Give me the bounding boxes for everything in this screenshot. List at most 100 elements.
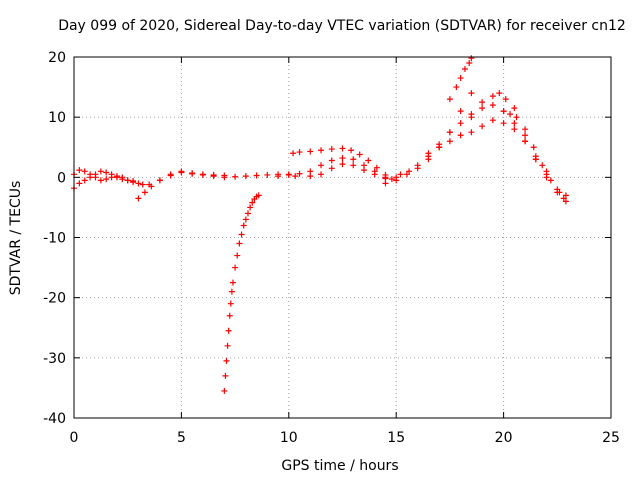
data-point xyxy=(479,105,486,112)
data-point xyxy=(479,99,486,106)
data-point xyxy=(339,161,346,168)
data-point xyxy=(350,156,357,163)
data-point xyxy=(522,126,529,133)
data-point xyxy=(414,162,421,169)
data-point xyxy=(382,180,389,187)
data-point xyxy=(403,171,410,178)
series-arc-7 xyxy=(290,145,395,183)
data-point xyxy=(468,90,475,97)
axis-ticks: 0 5 10 15 20 25 -40 -30 -20 -10 0 10 20 xyxy=(43,50,620,446)
data-point xyxy=(466,60,473,67)
data-point xyxy=(457,132,464,139)
data-point xyxy=(232,264,239,271)
data-point xyxy=(296,149,303,156)
y-tick-label: -20 xyxy=(43,291,66,307)
data-point xyxy=(532,153,539,160)
data-point xyxy=(227,300,234,307)
data-point xyxy=(436,144,443,151)
data-point xyxy=(97,168,104,175)
grid xyxy=(74,57,611,418)
data-point xyxy=(468,129,475,136)
data-point xyxy=(255,192,262,199)
data-point xyxy=(244,210,251,217)
data-point xyxy=(496,90,503,97)
series-arc-2 xyxy=(71,168,137,192)
x-axis-label: GPS time / hours xyxy=(281,458,398,474)
data-point xyxy=(500,120,507,127)
data-point xyxy=(156,177,163,184)
data-point xyxy=(292,173,299,180)
data-point xyxy=(339,145,346,152)
data-point xyxy=(318,147,325,154)
data-point xyxy=(234,252,241,259)
data-point xyxy=(178,168,185,175)
data-point xyxy=(425,150,432,157)
data-point xyxy=(365,157,372,164)
data-point xyxy=(199,171,206,178)
data-point xyxy=(221,387,228,394)
data-point xyxy=(307,168,314,175)
data-point xyxy=(103,176,110,183)
data-point xyxy=(189,170,196,177)
data-point xyxy=(502,96,509,103)
data-point xyxy=(97,177,104,184)
data-point xyxy=(543,168,550,175)
data-point xyxy=(511,120,518,127)
data-point xyxy=(373,164,380,171)
data-point xyxy=(223,357,230,364)
data-point xyxy=(296,170,303,177)
data-point xyxy=(76,180,83,187)
data-point xyxy=(461,66,468,73)
data-point xyxy=(560,195,567,202)
series-arc-11 xyxy=(446,55,475,103)
data-point xyxy=(530,144,537,151)
data-point xyxy=(513,114,520,121)
data-point xyxy=(275,173,282,180)
data-point xyxy=(229,279,236,286)
data-point xyxy=(556,189,563,196)
data-point xyxy=(446,129,453,136)
data-point xyxy=(522,138,529,145)
data-point xyxy=(124,177,131,184)
series-arc-5 xyxy=(221,192,262,394)
data-point xyxy=(543,174,550,181)
data-point xyxy=(446,96,453,103)
data-point xyxy=(468,55,475,62)
data-point xyxy=(388,176,395,183)
data-point xyxy=(87,174,94,181)
x-tick-label: 5 xyxy=(177,430,186,446)
data-point xyxy=(222,372,229,379)
data-point xyxy=(141,189,148,196)
y-tick-label: -30 xyxy=(43,351,66,367)
data-point xyxy=(146,181,153,188)
data-point xyxy=(489,117,496,124)
data-point xyxy=(318,162,325,169)
series-arc-14 xyxy=(500,108,569,199)
data-point xyxy=(328,157,335,164)
data-point xyxy=(167,171,174,178)
data-point xyxy=(393,174,400,181)
data-point xyxy=(489,93,496,100)
data-point xyxy=(247,204,254,211)
data-point xyxy=(339,155,346,162)
data-point xyxy=(232,173,239,180)
data-point xyxy=(81,168,88,175)
data-point xyxy=(285,171,292,178)
series-arc-13 xyxy=(425,117,550,175)
y-axis-label: SDTVAR / TECUs xyxy=(8,181,24,296)
data-point xyxy=(406,168,413,175)
data-point xyxy=(221,172,228,179)
data-point xyxy=(119,176,126,183)
data-point xyxy=(328,165,335,172)
data-point xyxy=(547,177,554,184)
data-point xyxy=(457,75,464,82)
data-point xyxy=(225,327,232,334)
data-point xyxy=(350,162,357,169)
data-point xyxy=(76,167,83,174)
data-point xyxy=(240,222,247,229)
data-point xyxy=(290,150,297,157)
x-tick-label: 15 xyxy=(387,430,405,446)
data-point xyxy=(238,231,245,238)
data-point xyxy=(135,180,142,187)
